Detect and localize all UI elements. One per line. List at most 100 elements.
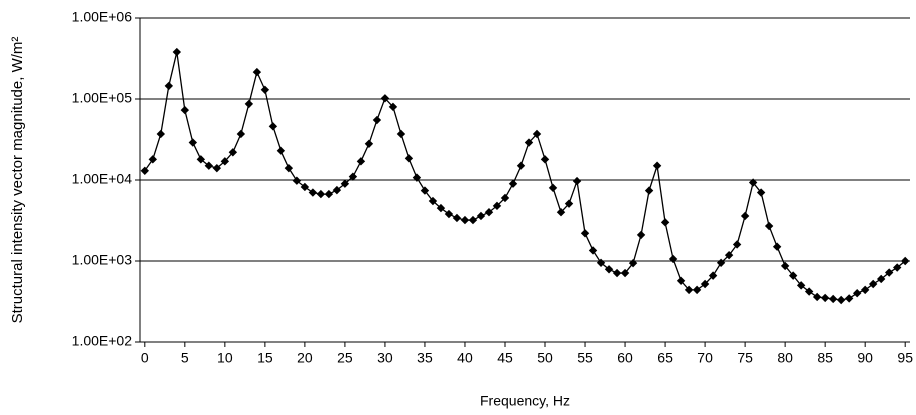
data-point (140, 166, 150, 175)
data-point (844, 294, 854, 303)
x-tick-label: 90 (857, 350, 873, 366)
data-point (444, 209, 454, 219)
data-point (476, 211, 486, 221)
data-point (596, 258, 606, 268)
data-point (156, 129, 166, 139)
data-point (196, 155, 206, 164)
data-point (436, 203, 446, 213)
x-tick-label: 10 (217, 350, 233, 366)
data-point (860, 285, 870, 295)
data-point (884, 268, 894, 277)
data-point (820, 293, 830, 303)
data-point (644, 186, 654, 195)
data-point (612, 268, 622, 278)
data-point (604, 265, 614, 274)
data-point (524, 138, 534, 147)
data-point (556, 208, 566, 217)
x-tick-label: 20 (297, 350, 313, 366)
data-point (284, 163, 294, 173)
data-point (372, 115, 382, 125)
data-point (876, 274, 886, 284)
x-tick-label: 75 (737, 350, 753, 366)
data-point (540, 155, 550, 164)
x-axis-label: Frequency, Hz (480, 393, 570, 409)
x-tick-label: 25 (337, 350, 353, 366)
data-point (804, 287, 814, 296)
data-point (332, 185, 342, 195)
data-point (628, 258, 638, 268)
data-point (292, 176, 302, 185)
y-tick-label: 1.00E+02 (72, 333, 133, 349)
data-point (868, 279, 878, 289)
data-point (516, 161, 526, 170)
x-tick-label: 95 (897, 350, 913, 366)
data-point (668, 254, 678, 264)
data-point (420, 186, 430, 195)
data-point (748, 178, 758, 187)
data-point (236, 129, 246, 139)
data-point (228, 148, 238, 157)
data-line (144, 51, 906, 301)
data-point (452, 213, 462, 223)
data-point (324, 189, 334, 199)
x-tick-label: 80 (777, 350, 793, 366)
y-tick-label: 1.00E+03 (72, 252, 133, 268)
data-point (828, 294, 838, 304)
data-point (652, 161, 662, 170)
x-tick-label: 85 (817, 350, 833, 366)
data-point (276, 146, 286, 155)
data-point (756, 188, 766, 197)
data-point (348, 172, 358, 181)
data-point (484, 208, 494, 217)
data-point (684, 285, 694, 295)
data-point (364, 139, 374, 148)
data-point (836, 295, 846, 305)
data-point (700, 279, 710, 289)
data-point (580, 229, 590, 238)
x-tick-label: 60 (617, 350, 633, 366)
data-point (220, 157, 230, 166)
data-point (564, 199, 574, 208)
x-tick-label: 70 (697, 350, 713, 366)
data-point (796, 281, 806, 290)
data-point (492, 201, 502, 211)
data-point (172, 47, 182, 57)
data-point (212, 163, 222, 173)
data-point (380, 94, 390, 103)
data-point (892, 263, 902, 272)
data-point (244, 99, 254, 109)
data-point (740, 211, 750, 221)
data-point (676, 276, 686, 285)
data-point (588, 246, 598, 255)
data-point (356, 157, 366, 166)
data-point (548, 183, 558, 193)
x-tick-label: 50 (537, 350, 553, 366)
data-point (268, 122, 278, 131)
data-point (772, 242, 782, 251)
data-point (316, 189, 326, 199)
x-tick-label: 30 (377, 350, 393, 366)
data-point (428, 196, 438, 206)
data-point (764, 221, 774, 231)
data-point (620, 268, 630, 278)
data-point (300, 182, 310, 192)
data-point (636, 230, 646, 240)
x-tick-label: 65 (657, 350, 673, 366)
x-tick-label: 55 (577, 350, 593, 366)
data-point (252, 67, 262, 77)
data-point (508, 179, 518, 188)
x-tick-label: 5 (181, 350, 189, 366)
data-point (412, 173, 422, 182)
data-point (340, 179, 350, 188)
data-point (308, 188, 318, 197)
x-tick-label: 45 (497, 350, 513, 366)
data-point (460, 215, 470, 225)
data-point (180, 105, 190, 115)
data-point (900, 256, 910, 266)
x-tick-label: 35 (417, 350, 433, 366)
data-point (852, 289, 862, 298)
data-point (780, 261, 790, 271)
data-point (404, 154, 414, 163)
x-tick-label: 15 (257, 350, 273, 366)
